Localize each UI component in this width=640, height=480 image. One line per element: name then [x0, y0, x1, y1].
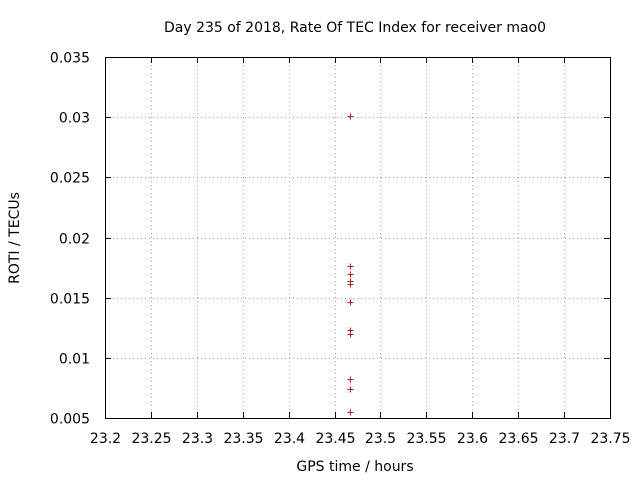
x-tick-label: 23.35 — [223, 431, 263, 447]
plot-frame — [105, 57, 611, 419]
data-point — [347, 263, 354, 270]
x-tick-label: 23.25 — [131, 431, 171, 447]
x-tick-label: 23.55 — [406, 431, 446, 447]
data-point — [347, 376, 354, 383]
data-point — [347, 299, 354, 306]
data-point — [347, 271, 354, 278]
data-points — [347, 113, 354, 416]
y-tick-label: 0.015 — [50, 292, 90, 308]
data-point — [347, 331, 354, 338]
y-tick-label: 0.03 — [59, 111, 90, 127]
data-point — [347, 113, 354, 120]
y-tick-label: 0.02 — [59, 232, 90, 248]
x-tick-label: 23.4 — [274, 431, 305, 447]
y-axis-label: ROTI / TECUs — [7, 192, 23, 284]
y-tick-label: 0.025 — [50, 171, 90, 187]
x-tick-label: 23.75 — [590, 431, 630, 447]
chart-title: Day 235 of 2018, Rate Of TEC Index for r… — [164, 20, 546, 36]
data-point — [347, 409, 354, 416]
x-tick-label: 23.45 — [315, 431, 355, 447]
y-axis: 0.005 0.01 0.015 0.02 0.025 0.03 0.035 — [50, 51, 610, 428]
y-tick-label: 0.01 — [59, 352, 90, 368]
y-tick-label: 0.035 — [50, 51, 90, 67]
data-point — [347, 281, 354, 288]
x-tick-label: 23.2 — [90, 431, 121, 447]
x-tick-label: 23.5 — [365, 431, 396, 447]
x-axis: 23.2 23.25 23.3 23.35 23.4 23.45 23.5 23.55 23.6… — [90, 57, 631, 447]
data-point — [347, 386, 354, 393]
x-tick-label: 23.6 — [457, 431, 488, 447]
x-tick-label: 23.7 — [549, 431, 580, 447]
y-tick-label: 0.005 — [50, 412, 90, 428]
grid — [105, 57, 610, 418]
x-axis-label: GPS time / hours — [296, 459, 413, 475]
x-tick-label: 23.3 — [182, 431, 213, 447]
x-tick-label: 23.65 — [498, 431, 538, 447]
